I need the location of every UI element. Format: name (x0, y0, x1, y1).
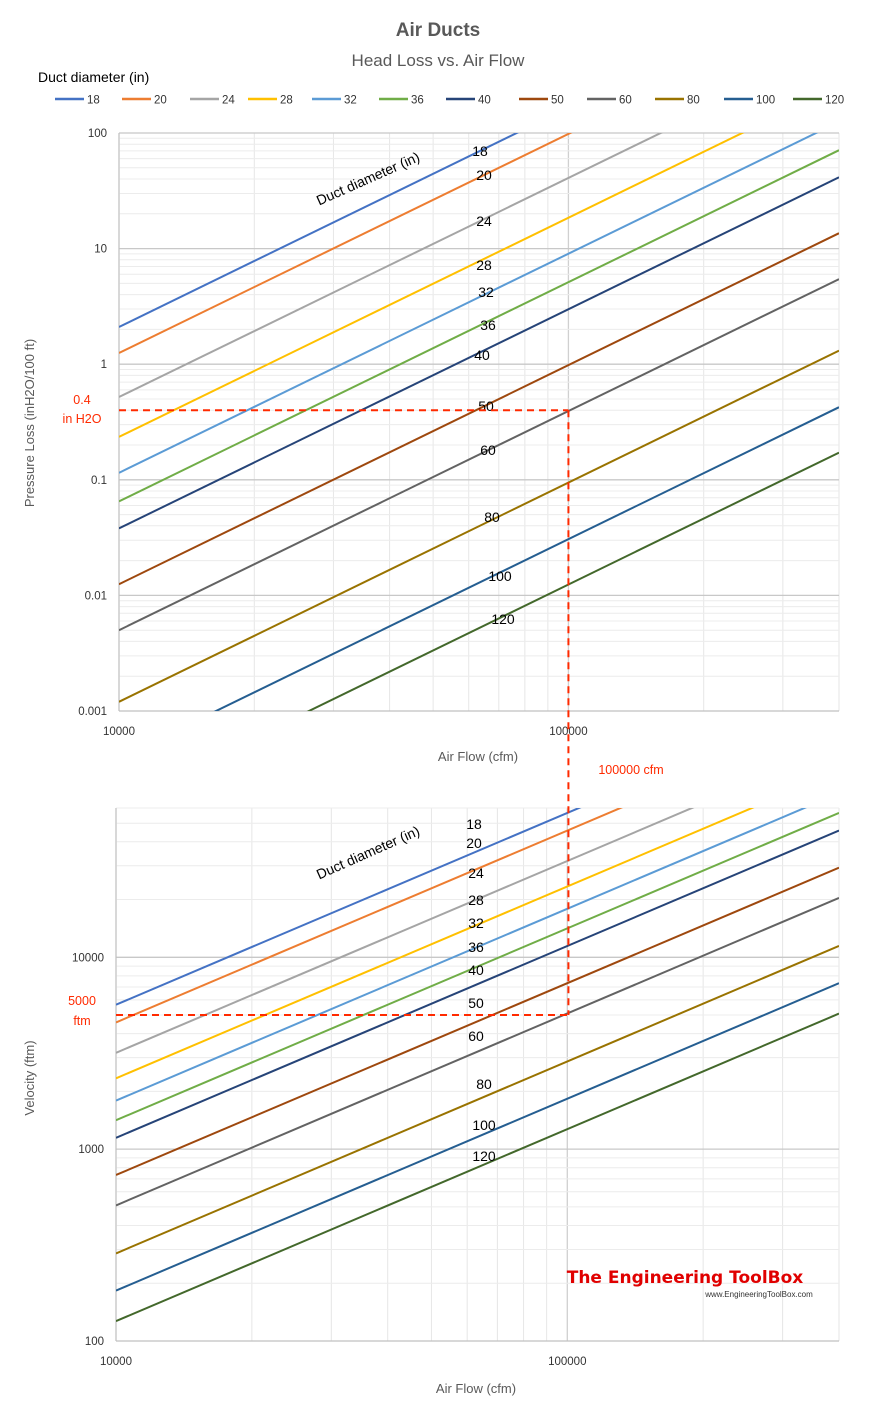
series-line-100 (116, 982, 839, 1292)
y-tick-label: 0.01 (85, 590, 107, 602)
brand-name: The Engineering ToolBox (567, 1268, 804, 1288)
airflow-annotation: 100000 cfm (598, 763, 663, 777)
series-line-24 (119, 133, 663, 398)
series-label-32: 32 (468, 915, 484, 931)
series-line-60 (116, 896, 839, 1207)
legend-label-36: 36 (411, 95, 424, 107)
velocity-annotation-unit: ftm (73, 1014, 90, 1028)
y-tick-label: 1000 (78, 1144, 104, 1156)
series-line-18 (116, 808, 582, 1006)
series-label-18: 18 (466, 816, 482, 832)
series-label-100: 100 (472, 1117, 496, 1133)
pressure-annotation-unit: in H2O (63, 412, 102, 426)
chart-title: Air Ducts (396, 20, 480, 41)
y-tick-label: 0.1 (91, 475, 107, 487)
series-line-28 (116, 808, 755, 1080)
velocity-annotation-value: 5000 (68, 994, 96, 1008)
series-line-50 (116, 866, 839, 1176)
series-line-36 (119, 149, 839, 503)
y-tick-label: 100 (88, 128, 107, 140)
series-label-40: 40 (468, 962, 484, 978)
x-tick-label: 100000 (549, 726, 587, 738)
panel2-xlabel: Air Flow (cfm) (436, 1381, 516, 1396)
series-label-32: 32 (478, 284, 494, 300)
series-label-36: 36 (480, 317, 496, 333)
series-label-24: 24 (468, 865, 484, 881)
curve-label: Duct diameter (in) (314, 822, 422, 882)
series-line-80 (119, 349, 839, 703)
series-line-28 (119, 133, 745, 438)
curve-label: Duct diameter (in) (314, 148, 422, 208)
series-label-100: 100 (488, 568, 512, 584)
series-line-20 (116, 808, 623, 1024)
y-tick-label: 10 (94, 244, 107, 256)
series-line-20 (119, 133, 573, 354)
series-label-120: 120 (491, 611, 515, 627)
series-label-120: 120 (472, 1148, 496, 1164)
series-line-80 (116, 944, 839, 1255)
y-tick-label: 1 (101, 359, 107, 371)
legend-label-18: 18 (87, 95, 100, 107)
legend-label-120: 120 (825, 95, 844, 107)
legend: 18 20 24 28 32 36 40 50 60 80 100 120 (55, 95, 844, 107)
series-line-120 (116, 1012, 839, 1323)
series-line-40 (119, 176, 839, 530)
legend-label-32: 32 (344, 95, 357, 107)
series-label-50: 50 (468, 995, 484, 1011)
legend-label-100: 100 (756, 95, 775, 107)
x-tick-label: 10000 (100, 1356, 132, 1368)
series-line-24 (116, 808, 695, 1054)
legend-label-60: 60 (619, 95, 632, 107)
panel1-xlabel: Air Flow (cfm) (438, 749, 518, 764)
series-label-18: 18 (472, 143, 488, 159)
legend-label-20: 20 (154, 95, 167, 107)
panel1-ylabel: Pressure Loss (inH2O/100 ft) (22, 339, 37, 507)
series-line-32 (116, 808, 807, 1102)
series-line-60 (119, 278, 839, 632)
pressure-annotation-value: 0.4 (73, 393, 90, 407)
series-line-36 (116, 811, 839, 1122)
pressure-loss-panel: 0.001 0.01 0.1 1 10 100 10000 100000 18 20 24 28 32 3… (78, 128, 840, 738)
y-tick-label: 0.001 (78, 706, 107, 718)
series-label-50: 50 (478, 398, 494, 414)
series-line-50 (119, 232, 839, 586)
series-label-28: 28 (468, 892, 484, 908)
brand-url: www.EngineeringToolBox.com (704, 1290, 813, 1299)
legend-label-50: 50 (551, 95, 564, 107)
series-line-120 (306, 451, 839, 711)
series-line-40 (116, 829, 839, 1139)
chart-subtitle: Head Loss vs. Air Flow (352, 51, 526, 70)
series-label-60: 60 (468, 1028, 484, 1044)
series-label-28: 28 (476, 257, 492, 273)
series-label-24: 24 (476, 213, 492, 229)
series-line-100 (213, 406, 839, 711)
series-label-36: 36 (468, 939, 484, 955)
series-label-40: 40 (474, 347, 490, 363)
y-tick-label: 10000 (72, 952, 104, 964)
series-label-80: 80 (484, 509, 500, 525)
legend-title: Duct diameter (in) (38, 69, 149, 85)
legend-label-80: 80 (687, 95, 700, 107)
series-line-32 (119, 133, 819, 474)
legend-label-40: 40 (478, 95, 491, 107)
velocity-panel: 100 1000 10000 10000 100000 18 20 24 28 32 36 40 50 6… (72, 807, 840, 1368)
y-tick-label: 100 (85, 1336, 104, 1348)
series-label-80: 80 (476, 1076, 492, 1092)
panel2-ylabel: Velocity (ftm) (22, 1040, 37, 1115)
legend-label-28: 28 (280, 95, 293, 107)
x-tick-label: 100000 (548, 1356, 586, 1368)
series-label-20: 20 (476, 167, 492, 183)
x-tick-label: 10000 (103, 726, 135, 738)
legend-label-24: 24 (222, 95, 235, 107)
series-line-18 (119, 133, 520, 328)
series-label-60: 60 (480, 442, 496, 458)
annotations: 0.4 in H2O 5000 ftm 100000 cfm (63, 393, 664, 1028)
series-label-20: 20 (466, 835, 482, 851)
